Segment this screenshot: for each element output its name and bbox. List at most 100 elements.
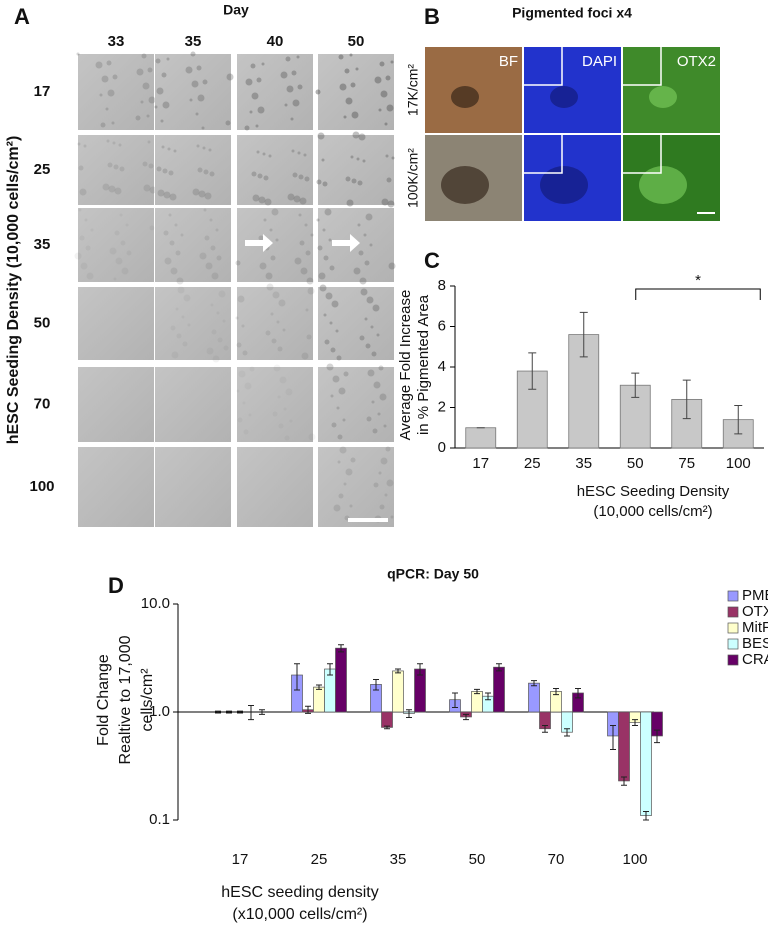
cell <box>265 330 271 336</box>
bar <box>313 686 325 713</box>
cell <box>171 351 179 359</box>
cell <box>285 388 293 396</box>
focus <box>540 166 588 204</box>
micrograph <box>78 447 154 527</box>
cell <box>298 174 304 180</box>
error-bar <box>643 810 649 821</box>
column-label: 50 <box>348 33 365 50</box>
cell <box>149 225 155 231</box>
cell <box>338 387 346 395</box>
cell <box>163 230 169 236</box>
cell <box>112 74 118 80</box>
cell <box>342 418 346 422</box>
row-label: 25 <box>34 161 51 178</box>
cell <box>256 77 262 83</box>
cell <box>292 172 298 178</box>
legend-swatch <box>727 590 739 602</box>
cell <box>285 56 291 62</box>
cell <box>279 376 287 384</box>
y-tick-label: 2 <box>438 398 446 415</box>
cell <box>169 240 175 246</box>
cell <box>162 168 168 174</box>
cell <box>105 107 109 111</box>
cell <box>345 176 351 182</box>
bar <box>618 711 630 782</box>
focus <box>550 86 578 108</box>
cell <box>211 272 219 280</box>
cell <box>223 345 229 351</box>
error-bar <box>682 379 691 420</box>
micrograph <box>78 287 154 360</box>
cell <box>297 151 301 155</box>
bar <box>528 682 540 713</box>
cell <box>99 93 103 97</box>
cell <box>170 267 178 275</box>
cell <box>79 188 87 196</box>
cell <box>373 381 381 389</box>
cell <box>356 157 360 161</box>
channel-label: OTX2 <box>677 53 716 70</box>
chart-title: qPCR: Day 50 <box>387 566 479 582</box>
cell <box>162 101 170 109</box>
micrograph <box>155 367 231 442</box>
cell <box>245 78 253 86</box>
cell <box>258 235 264 241</box>
column-label: 35 <box>185 33 202 50</box>
y-tick-label: 1.0 <box>149 703 170 720</box>
cell <box>351 178 357 184</box>
cell <box>359 335 365 341</box>
cell <box>275 238 279 242</box>
cell <box>315 89 321 95</box>
cell <box>236 389 240 393</box>
cell <box>305 308 309 312</box>
cell <box>307 287 315 295</box>
cell <box>119 166 125 172</box>
cell <box>262 152 266 156</box>
cell <box>161 145 165 149</box>
cell <box>237 417 243 423</box>
column-label: 33 <box>108 33 125 50</box>
cell <box>102 183 110 191</box>
micrograph <box>318 367 394 442</box>
cell <box>379 504 385 510</box>
cell <box>176 333 182 339</box>
panel-label: B <box>424 4 440 29</box>
cell <box>106 60 112 66</box>
x-axis-label: hESC seeding density <box>221 884 378 901</box>
cell <box>180 233 184 237</box>
cell <box>143 184 151 192</box>
x-tick-label: 35 <box>575 455 592 472</box>
cell <box>303 153 307 157</box>
x-tick-label: 100 <box>726 455 751 472</box>
cell <box>107 89 115 97</box>
cell <box>257 106 265 114</box>
cell <box>338 54 344 60</box>
cell <box>263 175 269 181</box>
cell <box>255 124 259 128</box>
x-axis-label: (10,000 cells/cm²) <box>593 503 712 520</box>
error-bar <box>632 719 638 726</box>
cell <box>166 57 170 61</box>
cell <box>278 299 286 307</box>
cell <box>364 260 370 266</box>
cell <box>205 262 213 270</box>
cell <box>387 200 395 208</box>
cell <box>196 65 202 71</box>
cell <box>113 277 117 281</box>
cell <box>298 213 302 217</box>
cell <box>388 262 396 270</box>
error-bar <box>553 688 559 696</box>
cell <box>210 245 216 251</box>
cell <box>391 156 395 160</box>
error-bar <box>384 725 390 730</box>
cell <box>216 311 220 315</box>
cell <box>301 352 309 360</box>
micrograph <box>78 135 154 205</box>
error-bar <box>564 728 570 737</box>
cell <box>226 73 234 81</box>
cell <box>126 250 132 256</box>
cell <box>386 479 394 487</box>
cell <box>324 208 332 216</box>
cell <box>175 307 179 311</box>
cell <box>350 457 356 463</box>
